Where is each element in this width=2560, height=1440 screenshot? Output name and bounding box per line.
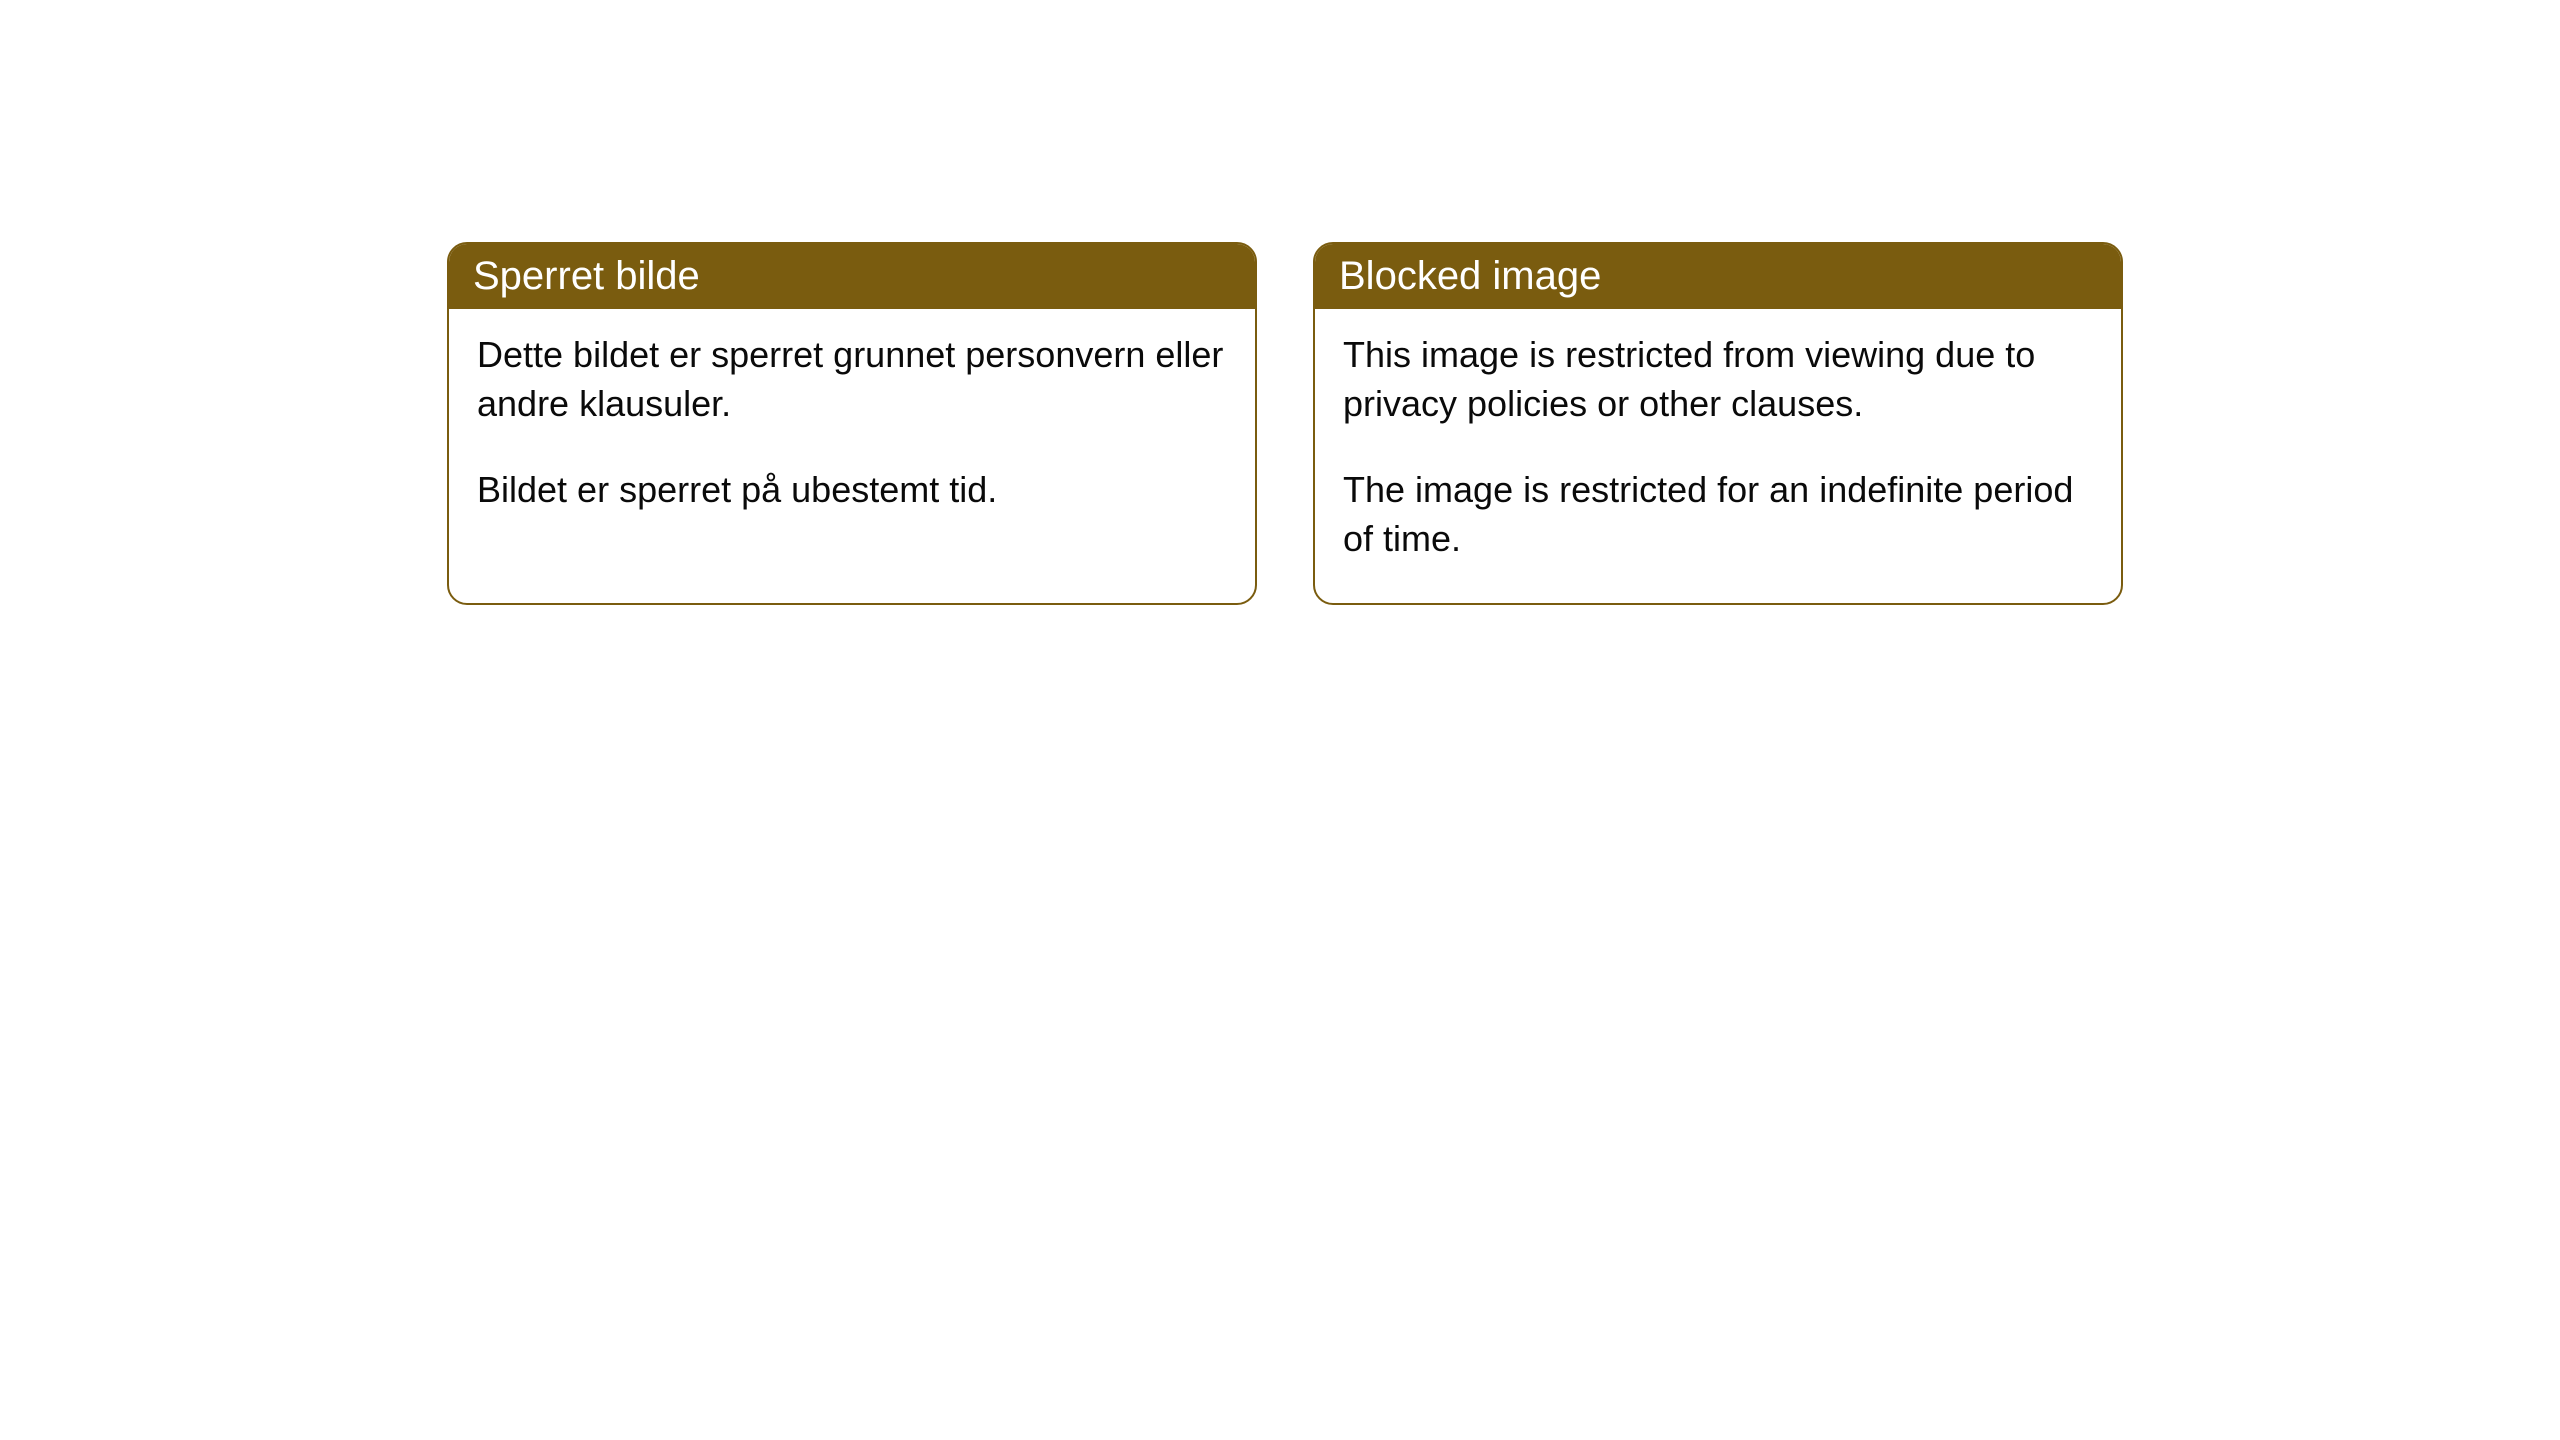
card-paragraph: This image is restricted from viewing du… (1343, 331, 2093, 428)
notice-card-english: Blocked image This image is restricted f… (1313, 242, 2123, 605)
notice-card-norwegian: Sperret bilde Dette bildet er sperret gr… (447, 242, 1257, 605)
card-body: This image is restricted from viewing du… (1315, 309, 2121, 603)
card-header: Sperret bilde (449, 244, 1255, 309)
notice-cards-container: Sperret bilde Dette bildet er sperret gr… (447, 242, 2123, 605)
card-paragraph: Bildet er sperret på ubestemt tid. (477, 466, 1227, 515)
card-header: Blocked image (1315, 244, 2121, 309)
card-title: Sperret bilde (473, 254, 700, 298)
card-body: Dette bildet er sperret grunnet personve… (449, 309, 1255, 555)
card-paragraph: The image is restricted for an indefinit… (1343, 466, 2093, 563)
card-title: Blocked image (1339, 254, 1601, 298)
card-paragraph: Dette bildet er sperret grunnet personve… (477, 331, 1227, 428)
